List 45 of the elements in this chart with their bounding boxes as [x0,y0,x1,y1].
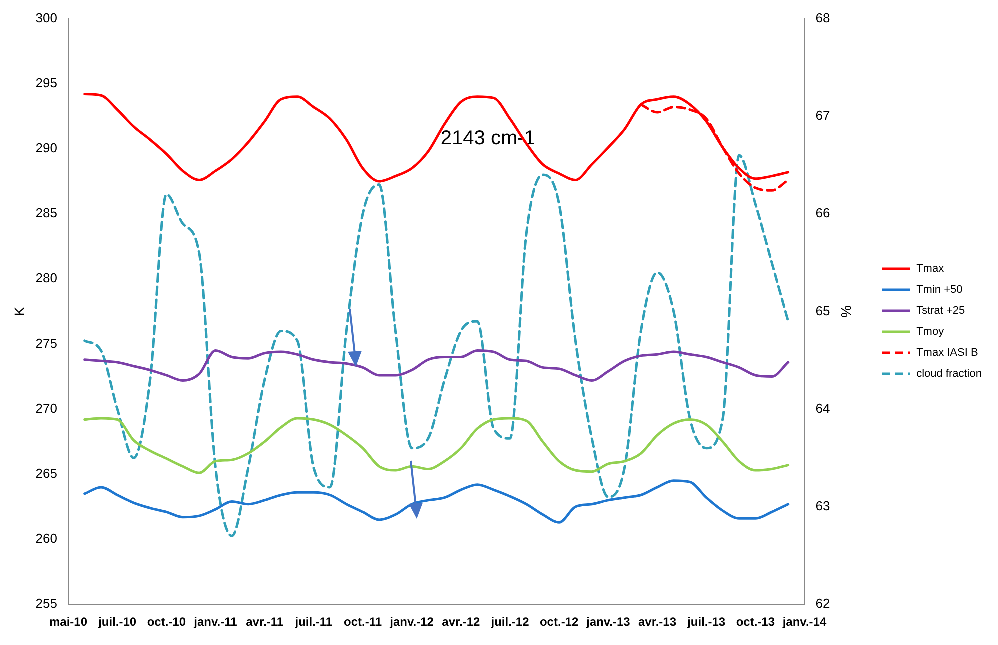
y2-tick-label: 65 [816,303,830,318]
x-tick-label: oct.-11 [344,615,382,630]
y-tick-label: 285 [36,206,58,221]
x-tick-label: janv.-14 [782,615,827,630]
x-tick-label: oct.-10 [147,615,186,630]
x-tick-label: oct.-13 [736,615,776,630]
x-tick-label: janv.-11 [193,615,238,630]
y2-tick-label: 68 [816,10,830,26]
y2-tick-label: 62 [816,596,830,612]
y-tick-label: 290 [36,140,58,156]
x-tick-label: juil.-10 [98,615,137,630]
y-tick-label: 255 [36,596,58,612]
y2-tick-label: 63 [816,498,830,514]
legend-label: Tstrat +25 [916,304,966,316]
x-tick-label: avr.-11 [246,615,284,630]
y2-axis-title: % [838,305,855,318]
y2-tick-label: 64 [816,400,830,416]
x-tick-label: juil.-11 [294,615,333,630]
legend-label: cloud fraction [916,368,982,380]
y-tick-label: 270 [36,400,58,416]
legend-label: Tmin +50 [916,284,963,296]
y-tick-label: 280 [36,270,58,286]
x-tick-label: juil.-13 [686,615,726,630]
y2-tick-label: 67 [816,108,830,124]
x-tick-label: janv.-13 [586,615,631,630]
legend-label: Tmax [916,262,944,274]
y-axis-title: K [11,306,28,316]
legend-label: Tmoy [916,326,944,338]
line-series [84,417,790,474]
y-tick-label: 295 [36,75,58,90]
x-tick-label: avr.-13 [638,615,677,630]
line-series [84,154,790,538]
x-tick-label: oct.-12 [540,615,579,630]
legend-label: Tmax IASI B [916,346,978,358]
x-tick-label: janv.-12 [389,615,434,630]
y-tick-label: 300 [36,10,58,26]
x-tick-label: avr.-12 [442,615,480,630]
y-tick-label: 275 [36,336,58,351]
x-tick-label: juil.-12 [490,615,530,630]
line-series [84,350,790,382]
x-tick-label: mai-10 [49,615,88,630]
y-tick-label: 260 [36,531,58,546]
y-tick-label: 265 [36,466,58,481]
line-series [84,480,790,524]
y2-tick-label: 66 [816,206,830,221]
